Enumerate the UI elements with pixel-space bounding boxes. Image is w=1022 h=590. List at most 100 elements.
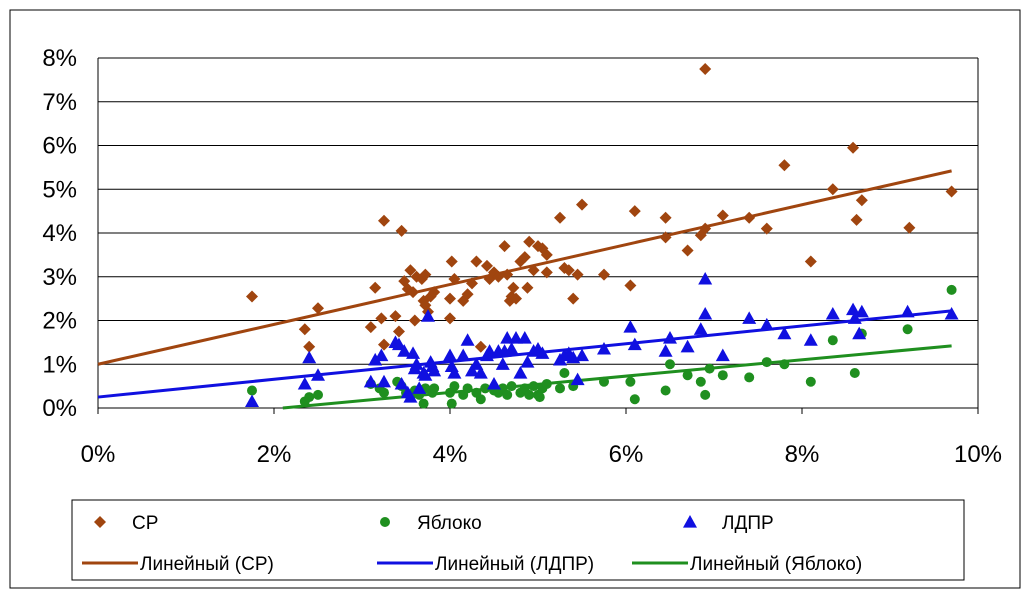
data-point bbox=[500, 331, 515, 344]
data-point bbox=[391, 337, 406, 351]
data-point bbox=[846, 302, 861, 316]
data-point bbox=[487, 376, 501, 390]
data-point bbox=[555, 383, 565, 394]
data-point bbox=[576, 198, 588, 211]
data-point bbox=[465, 363, 479, 377]
data-point bbox=[624, 279, 637, 292]
y-tick-label: 1% bbox=[42, 351, 77, 378]
data-point bbox=[945, 185, 958, 198]
data-point bbox=[520, 355, 535, 368]
data-point bbox=[779, 359, 790, 370]
data-point bbox=[378, 214, 390, 227]
data-point bbox=[492, 270, 505, 283]
data-point bbox=[562, 264, 575, 277]
data-point bbox=[412, 381, 427, 394]
data-point bbox=[524, 389, 535, 400]
data-point bbox=[406, 346, 421, 359]
data-point bbox=[946, 284, 957, 295]
legend-label: Линейный (Яблоко) bbox=[690, 554, 862, 575]
legend-label: Яблоко bbox=[417, 513, 482, 534]
data-point bbox=[502, 389, 513, 400]
data-point bbox=[297, 376, 312, 390]
data-point bbox=[534, 392, 545, 403]
trendlines bbox=[97, 169, 952, 410]
data-point bbox=[847, 311, 862, 324]
data-point bbox=[716, 209, 729, 222]
data-point bbox=[575, 348, 589, 362]
data-point bbox=[852, 326, 867, 340]
data-point bbox=[461, 288, 474, 301]
data-point bbox=[509, 331, 523, 344]
data-point bbox=[311, 368, 325, 381]
legend-label: ЛДПР bbox=[722, 513, 774, 534]
data-point bbox=[541, 378, 552, 389]
data-point bbox=[245, 394, 259, 408]
data-point bbox=[699, 222, 712, 235]
data-point bbox=[527, 264, 540, 277]
data-point bbox=[778, 159, 791, 172]
x-tick-label: 4% bbox=[433, 441, 468, 468]
data-point bbox=[460, 333, 475, 346]
data-point bbox=[389, 310, 402, 323]
data-point bbox=[407, 286, 420, 299]
data-point bbox=[363, 374, 378, 388]
data-point bbox=[665, 359, 675, 370]
trendline bbox=[282, 344, 952, 410]
data-point bbox=[658, 344, 673, 357]
y-tick-label: 7% bbox=[42, 89, 77, 116]
data-point bbox=[374, 348, 389, 362]
data-point bbox=[659, 231, 672, 244]
data-point bbox=[409, 357, 424, 370]
x-tick-label: 2% bbox=[257, 441, 292, 468]
y-tick-label: 3% bbox=[42, 264, 77, 291]
data-point bbox=[803, 333, 818, 346]
data-point bbox=[427, 363, 442, 377]
data-point bbox=[498, 240, 511, 253]
data-points bbox=[245, 62, 959, 409]
data-point bbox=[377, 374, 391, 388]
data-point bbox=[418, 368, 433, 381]
legend-marker bbox=[683, 515, 697, 528]
data-point bbox=[570, 372, 585, 386]
data-point bbox=[480, 383, 491, 394]
data-point bbox=[517, 331, 532, 344]
data-point bbox=[523, 235, 536, 248]
data-point bbox=[760, 222, 773, 235]
x-tick-label: 0% bbox=[81, 441, 116, 468]
legend-label: Линейный (СР) bbox=[140, 554, 274, 575]
data-point bbox=[599, 376, 609, 387]
data-point bbox=[597, 341, 611, 355]
data-point bbox=[847, 141, 860, 154]
data-point bbox=[482, 344, 497, 357]
y-tick-label: 8% bbox=[42, 45, 77, 72]
data-point bbox=[742, 311, 757, 324]
data-point bbox=[554, 211, 566, 224]
legend-box bbox=[71, 499, 965, 581]
data-point bbox=[375, 312, 388, 325]
data-point bbox=[404, 264, 417, 277]
data-point bbox=[444, 312, 456, 325]
data-point bbox=[501, 268, 514, 281]
data-point bbox=[444, 292, 456, 305]
data-point bbox=[659, 211, 672, 224]
data-point bbox=[567, 292, 580, 305]
data-point bbox=[628, 205, 641, 218]
data-point bbox=[447, 366, 462, 379]
data-point bbox=[571, 268, 584, 281]
data-point bbox=[695, 376, 706, 387]
data-point bbox=[528, 381, 539, 392]
data-point bbox=[395, 224, 408, 237]
legend-label: Линейный (ЛДПР) bbox=[435, 554, 594, 575]
data-point bbox=[475, 394, 486, 405]
y-tick-label: 5% bbox=[42, 176, 77, 203]
data-point bbox=[717, 370, 728, 381]
data-point bbox=[743, 211, 756, 224]
data-point bbox=[446, 398, 457, 409]
data-point bbox=[827, 335, 838, 346]
data-point bbox=[428, 286, 441, 299]
data-point bbox=[744, 372, 755, 383]
data-point bbox=[855, 194, 868, 207]
data-point bbox=[825, 306, 840, 320]
data-point bbox=[540, 248, 553, 261]
data-point bbox=[474, 340, 487, 353]
